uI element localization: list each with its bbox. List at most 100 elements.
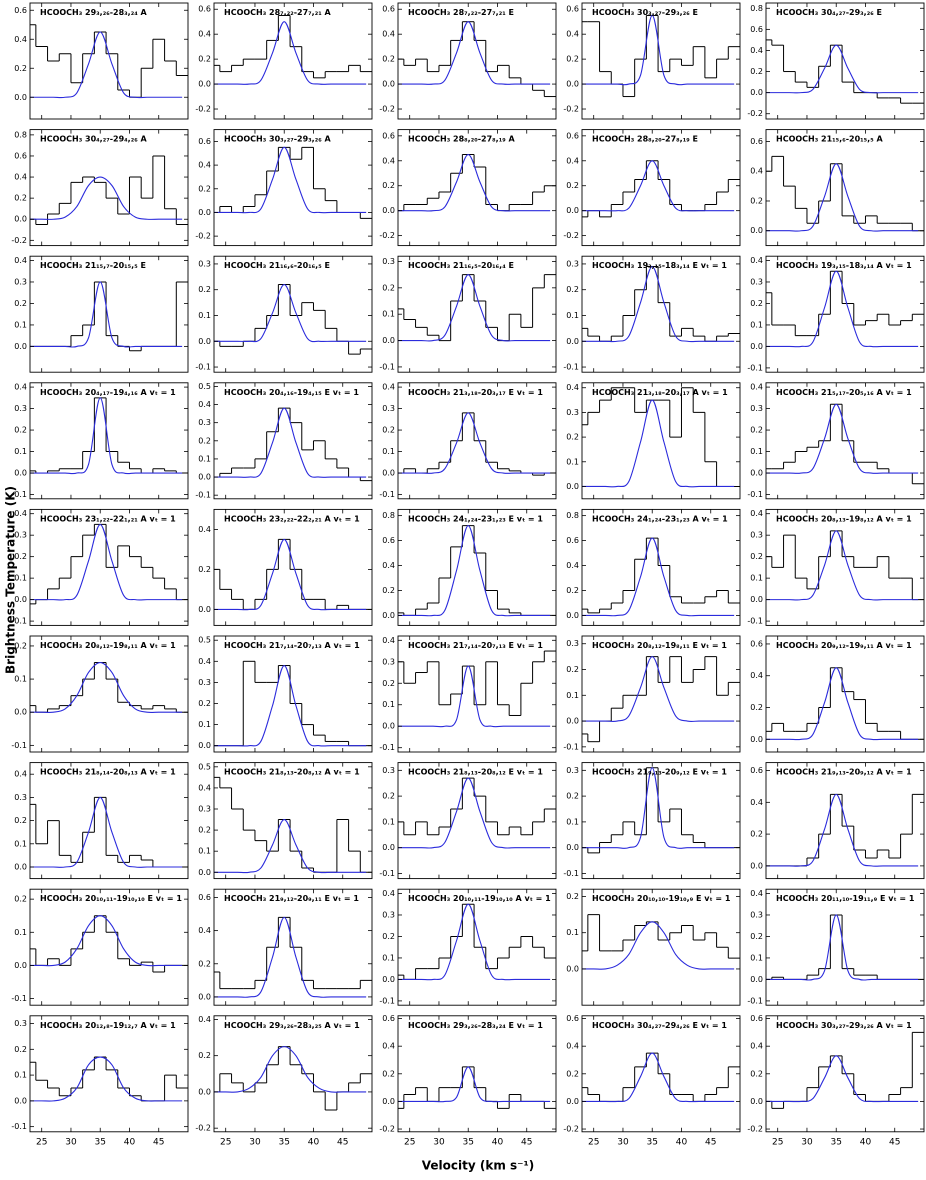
y-tick-label: 0.2: [14, 641, 27, 650]
spectrum-riser: [806, 794, 913, 866]
y-tick-label: 0.2: [382, 932, 395, 941]
y-tick-label: 0.4: [198, 926, 211, 935]
y-tick-label: 0.0: [750, 735, 763, 744]
y-tick-label: -0.1: [11, 741, 27, 750]
y-tick-label: 0.4: [750, 256, 763, 265]
y-tick-label: 0.4: [382, 383, 395, 392]
panel-title: HCOOCH₃ 30₃,₂₇-29₃,₂₆ A vₜ = 1: [776, 1021, 912, 1030]
panel-frame: [581, 255, 741, 373]
panel-frame: [765, 255, 925, 373]
y-tick-label: 0.2: [382, 55, 395, 64]
y-tick-label: 0.8: [566, 511, 579, 520]
fit-curve: [30, 31, 183, 99]
y-tick-label: 0.4: [750, 46, 763, 55]
fit-curve: [582, 399, 735, 488]
panel-frame: [581, 508, 741, 626]
y-tick-label: 0.3: [750, 531, 763, 540]
y-tick-label: 0.3: [14, 531, 27, 540]
y-tick-label: 0.8: [14, 130, 27, 139]
fit-curve: [582, 537, 735, 617]
x-tick-label: 30: [65, 1137, 77, 1147]
x-tick-label: 40: [860, 1137, 872, 1147]
panel-frame: [397, 2, 557, 120]
fit-curve: [766, 793, 919, 867]
y-tick-label: 0.2: [382, 426, 395, 435]
y-tick-label: 0.0: [566, 337, 579, 346]
y-tick-label: 0.1: [750, 320, 763, 329]
plot-area: [30, 155, 188, 226]
y-tick-label: 0.0: [750, 469, 763, 478]
y-tick-label: 0.2: [566, 1069, 579, 1078]
y-tick-label: 0.0: [566, 1097, 579, 1106]
y-tick-label: 0.1: [382, 817, 395, 826]
panel-title: HCOOCH₃ 20₈,₁₂-19₈,₁₁ E vₜ = 1: [592, 641, 727, 650]
plot-area: [582, 387, 740, 488]
plot-area: [214, 660, 372, 747]
y-tick-label: -0.2: [195, 105, 211, 114]
x-axis-label: Velocity (km s⁻¹): [422, 1159, 534, 1173]
fit-curve: [582, 14, 735, 86]
y-tick-label: 0.0: [566, 611, 579, 620]
fit-curve: [30, 1056, 183, 1102]
y-tick-label: -0.1: [11, 994, 27, 1003]
fit-curve: [582, 767, 735, 849]
y-tick-label: 0.1: [566, 928, 579, 937]
plot-area: [582, 914, 740, 970]
panel-title: HCOOCH₃ 21₁₅,₇-20₁₅,₅ E: [40, 261, 146, 270]
y-tick-label: 0.2: [198, 565, 211, 574]
y-tick-label: 0.4: [750, 383, 763, 392]
y-tick-label: 0.0: [566, 843, 579, 852]
y-tick-label: 0.0: [750, 1097, 763, 1106]
plot-area: [214, 538, 372, 611]
plot-area: [398, 525, 556, 617]
spectrum-riser: [403, 778, 545, 835]
fit-curve: [766, 44, 919, 94]
y-tick-label: 0.4: [198, 525, 211, 534]
y-tick-label: 0.3: [566, 408, 579, 417]
x-tick-label: 45: [153, 1137, 164, 1147]
x-tick-label: 25: [36, 1137, 47, 1147]
y-tick-label: 0.8: [750, 4, 763, 13]
y-tick-label: 0.2: [750, 932, 763, 941]
panel-title: HCOOCH₃ 20₄,₁₇-19₄,₁₆ A vₜ = 1: [40, 388, 176, 397]
panel-frame: [213, 508, 373, 626]
y-tick-label: 0.3: [382, 766, 395, 775]
panel-title: HCOOCH₃ 21₉,₁₂-20₉,₁₁ E vₜ = 1: [224, 894, 359, 903]
y-tick-label: 0.2: [566, 792, 579, 801]
panel-title: HCOOCH₃ 30₄,₂₇-29₄,₂₆ A: [40, 135, 147, 144]
fit-curve: [30, 397, 183, 475]
y-tick-label: 0.8: [382, 511, 395, 520]
fit-curve: [766, 530, 919, 601]
fit-curve: [214, 818, 367, 874]
y-tick-label: 0.2: [382, 283, 395, 292]
y-tick-label: 0.2: [382, 181, 395, 190]
fit-curve: [582, 656, 735, 722]
y-tick-label: -0.1: [379, 490, 395, 499]
panel-title: HCOOCH₃ 29₃,₂₆-28₃,₂₅ A vₜ = 1: [224, 1021, 360, 1030]
x-tick-label: 45: [337, 1137, 348, 1147]
y-tick-label: 0.6: [382, 5, 395, 14]
plot-area: [582, 767, 740, 854]
y-tick-label: 0.4: [198, 1015, 211, 1024]
y-tick-label: 0.2: [382, 792, 395, 801]
x-tick-label: 35: [278, 1137, 289, 1147]
panel-title: HCOOCH₃ 24₁,₂₄-23₁,₂₃ E vₜ = 1: [408, 514, 543, 523]
panel-frame: [581, 382, 741, 500]
y-tick-label: 0.2: [198, 826, 211, 835]
plot-area: [30, 661, 188, 714]
y-tick-label: 0.4: [750, 671, 763, 680]
plot-area: [214, 284, 372, 355]
plot-area: [582, 265, 740, 343]
x-tick-label: 40: [676, 1137, 688, 1147]
x-tick-label: 30: [617, 1137, 629, 1147]
y-tick-label: 0.0: [198, 741, 211, 750]
y-tick-label: 0.4: [382, 636, 395, 645]
y-tick-label: 0.1: [14, 839, 27, 848]
y-tick-label: 0.2: [750, 552, 763, 561]
panel-title: HCOOCH₃ 21₇,₁₄-20₇,₁₃ E vₜ = 1: [408, 641, 543, 650]
fit-curve: [398, 903, 551, 981]
y-tick-label: 0.4: [382, 561, 395, 570]
y-tick-label: 0.4: [750, 509, 763, 518]
panel-title: HCOOCH₃ 21₉,₁₃-20₉,₁₂ A vₜ = 1: [776, 768, 912, 777]
